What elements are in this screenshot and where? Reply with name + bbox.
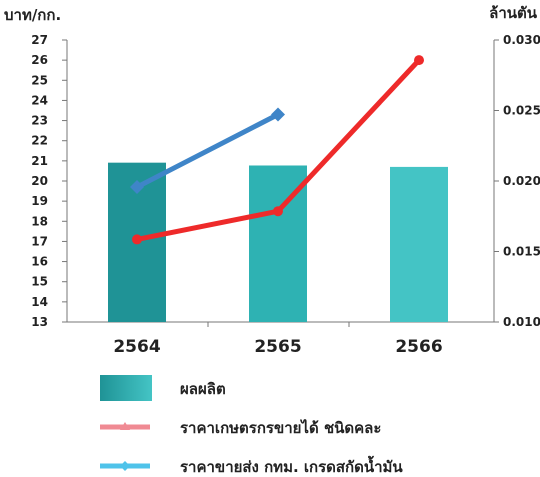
left-tick-label: 18 [31, 214, 48, 228]
left-tick-label: 20 [31, 174, 48, 188]
legend-swatch-production [100, 375, 152, 401]
left-tick-label: 25 [31, 73, 48, 87]
legend-label-farm-price: ราคาเกษตรกรขายได้ ชนิดคละ [180, 418, 381, 437]
category-label: 2564 [113, 337, 160, 357]
left-tick-label: 15 [31, 275, 48, 289]
wholesale-price-line [134, 112, 281, 190]
left-tick-label: 16 [31, 255, 48, 269]
left-tick-label: 23 [31, 114, 48, 128]
left-tick-label: 13 [31, 315, 48, 329]
left-tick-label: 14 [31, 295, 48, 309]
data-point [414, 55, 424, 66]
category-label: 2566 [395, 337, 442, 357]
left-tick-label: 26 [31, 53, 48, 67]
legend-label-production: ผลผลิต [180, 380, 226, 398]
left-tick-label: 22 [31, 134, 48, 148]
left-axis-title: บาท/กก. [4, 6, 61, 24]
right-tick-label: 0.010 [503, 315, 540, 329]
lines [130, 55, 424, 245]
category-label: 2565 [254, 337, 301, 357]
bar [390, 166, 448, 322]
right-tick-label: 0.020 [503, 174, 540, 188]
legend-marker [120, 461, 130, 471]
data-point [132, 234, 142, 245]
axes: บาท/กก. ล้านตัน 13 14 15 16 17 18 19 20 21 22 23 24 25… [4, 4, 540, 357]
left-tick-label: 21 [31, 154, 48, 168]
data-point [130, 180, 144, 195]
right-tick-label: 0.030 [503, 33, 540, 47]
left-tick-label: 27 [31, 33, 48, 47]
left-tick-label: 24 [31, 93, 48, 107]
data-point [271, 107, 285, 122]
right-tick-label: 0.025 [503, 104, 540, 118]
data-point [273, 206, 283, 217]
right-axis-title: ล้านตัน [489, 4, 538, 22]
legend-marker [120, 422, 130, 430]
left-tick-label: 19 [31, 194, 48, 208]
legend-label-wholesale-price: ราคาขายส่ง กทม. เกรดสกัดน้ำมัน [180, 455, 403, 476]
bars [108, 162, 448, 322]
left-tick-label: 17 [31, 234, 48, 248]
right-tick-label: 0.015 [503, 245, 540, 259]
